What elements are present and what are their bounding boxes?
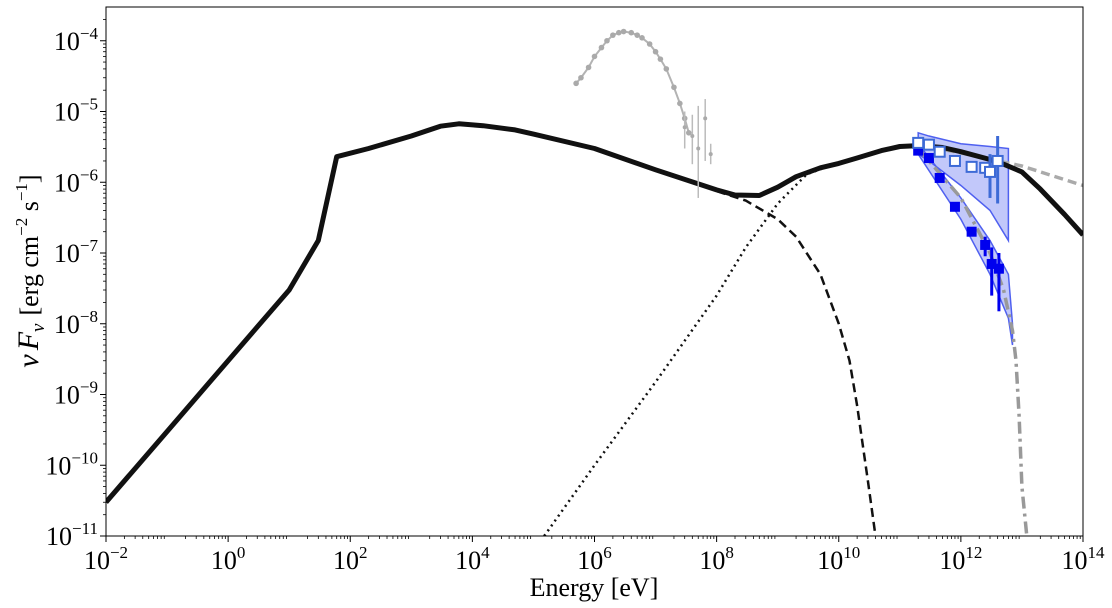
x-axis-label: Energy [eV] (530, 573, 659, 602)
filled-square-point (966, 226, 977, 237)
gray-point (657, 56, 664, 62)
gray-error-point (703, 116, 708, 121)
filled-square-point (949, 201, 960, 212)
gray-point (585, 64, 592, 71)
series-line-2 (543, 161, 840, 536)
y-tick-label: 10−5 (54, 95, 98, 127)
plot-frame (105, 6, 1084, 537)
open-square-point (933, 145, 946, 158)
model-curves (106, 121, 1083, 536)
x-tick-label: 1012 (939, 543, 982, 575)
y-tick-label: 10−9 (54, 378, 98, 410)
gray-point (663, 66, 670, 72)
x-tick-label: 106 (577, 543, 612, 575)
gray-point (646, 41, 653, 47)
filled-square-point (913, 145, 924, 156)
gray-point (604, 37, 610, 44)
x-tick-label: 1014 (1062, 543, 1106, 575)
open-square-point (948, 154, 961, 167)
gray-error-point (696, 146, 701, 151)
filled-square-point (986, 258, 997, 269)
band-1 (917, 141, 1014, 346)
filled-square-point (980, 239, 991, 250)
gray-point (628, 29, 635, 36)
gray-point (615, 29, 622, 36)
open-square-point (991, 154, 1004, 167)
gray-point (634, 32, 640, 38)
x-tick-label: 102 (333, 543, 368, 575)
gray-point (677, 100, 683, 107)
gray-error-point (708, 152, 713, 157)
y-tick-label: 10−7 (54, 236, 99, 268)
gray-point (652, 48, 659, 55)
x-tick-label: 100 (211, 543, 246, 575)
y-tick-label: 10−4 (54, 24, 99, 56)
open-square-point (912, 136, 925, 149)
gray-error-point (690, 134, 695, 139)
gray-point (610, 32, 616, 38)
gray-point (598, 44, 605, 51)
data-points (573, 28, 1004, 312)
x-tick-label: 1010 (817, 543, 860, 575)
gray-point (573, 80, 579, 87)
y-tick-label: 10−6 (54, 165, 98, 197)
x-tick-label: 104 (455, 543, 490, 575)
gray-curve-line (575, 30, 690, 134)
y-axis-ticks: 10−11 10−10 10−9 10−8 10−7 10−6 10−5 10−4 (45, 19, 106, 551)
y-tick-label: 10−10 (45, 448, 98, 480)
gray-point (639, 35, 645, 41)
gray-point (671, 84, 677, 91)
series-line-1 (716, 189, 877, 536)
gray-point (685, 130, 692, 136)
filled-square-point (923, 153, 934, 164)
open-square-point (984, 165, 997, 178)
filled-square-point (934, 172, 945, 183)
y-tick-label: 10−11 (46, 519, 98, 551)
gray-error-point (682, 125, 687, 130)
x-tick-label: 10−2 (84, 543, 128, 575)
series-line-4 (916, 147, 1029, 536)
open-square-point (965, 160, 978, 173)
gray-point (591, 53, 598, 60)
series-line-0 (106, 121, 1083, 504)
gray-point (620, 28, 627, 35)
gray-point (578, 74, 584, 81)
y-tick-label: 10−8 (54, 307, 98, 339)
x-tick-label: 108 (699, 543, 734, 575)
filled-square-point (993, 263, 1004, 274)
open-square-point (922, 138, 935, 151)
x-axis-ticks: 10−2 100 102 104 106 108 1010 1012 1014 (84, 536, 1105, 575)
y-axis-label: νFν[erg cm−2 s−1] (12, 174, 49, 367)
